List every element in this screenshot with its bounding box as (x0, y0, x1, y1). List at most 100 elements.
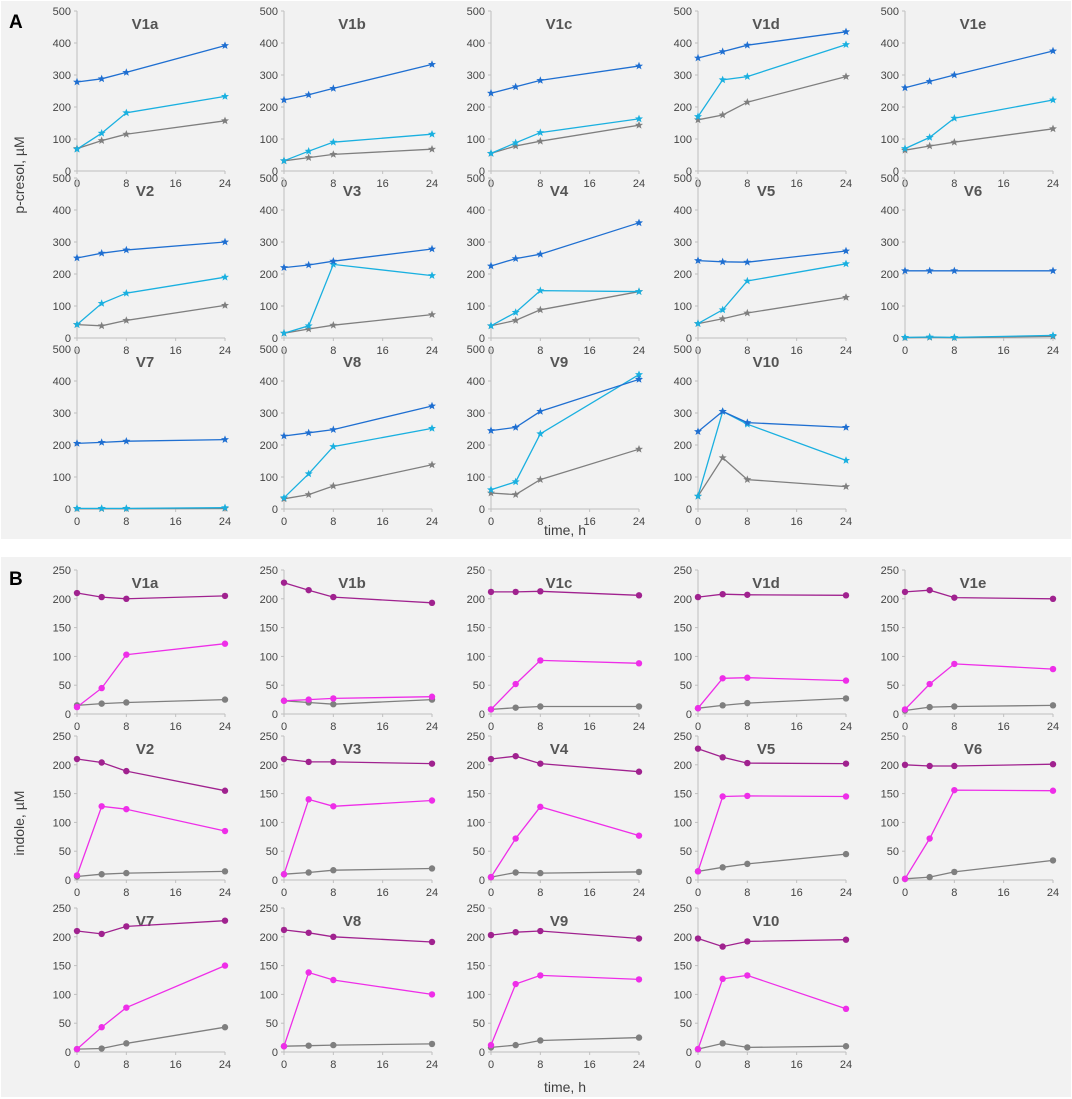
data-point (304, 147, 313, 155)
data-point (719, 1040, 726, 1047)
y-tick-label: 250 (260, 731, 278, 743)
x-tick-label: 16 (170, 721, 182, 733)
data-point (329, 481, 338, 490)
x-tick-label: 24 (840, 178, 852, 190)
data-point (950, 266, 959, 275)
data-point (635, 370, 643, 378)
data-point (694, 53, 702, 62)
series-line (904, 589, 1054, 600)
x-tick-label: 24 (1047, 721, 1059, 733)
data-point (98, 871, 105, 878)
data-point (694, 319, 702, 327)
subplot-title: V2 (136, 183, 154, 200)
data-point (842, 27, 850, 36)
y-tick-label: 0 (893, 166, 899, 178)
data-point (428, 693, 436, 700)
data-point (925, 77, 934, 85)
data-point (221, 237, 229, 246)
y-tick-label: 250 (260, 565, 278, 577)
y-tick-label: 50 (473, 1018, 485, 1030)
subplot-v5: 0 50 100 150 200 250 0 8 16 24 V5 (674, 731, 852, 899)
subplot-v10: 0 100 200 300 400 500 0 8 16 24 V10 (674, 344, 852, 528)
series-line (697, 853, 847, 873)
x-tick-label: 0 (902, 721, 908, 733)
data-point (123, 1004, 130, 1011)
subplot-title: V1c (546, 16, 573, 33)
data-point (487, 755, 495, 763)
data-point (511, 308, 520, 316)
y-tick-label: 500 (260, 344, 278, 356)
data-point (842, 760, 850, 767)
subplot-title: V10 (753, 913, 780, 930)
data-point (536, 250, 545, 258)
x-tick-label: 0 (902, 345, 908, 357)
y-tick-label: 100 (881, 817, 899, 829)
data-point (511, 477, 520, 486)
x-tick-label: 16 (170, 887, 182, 899)
data-point (926, 835, 933, 842)
series-line (283, 696, 433, 702)
data-point (305, 586, 312, 594)
data-point (901, 588, 909, 596)
data-point (428, 797, 436, 804)
y-tick-label: 250 (467, 565, 485, 577)
data-point (428, 244, 436, 253)
data-point (718, 257, 727, 266)
series-line (76, 643, 226, 708)
y-axis-label: p-cresol, µM (11, 136, 27, 213)
subplot-title: V4 (550, 741, 569, 758)
data-point (73, 253, 81, 262)
series-line (283, 464, 433, 500)
series-line (490, 374, 640, 491)
series-line (283, 313, 433, 334)
data-point (428, 865, 436, 872)
subplot-v1b: 0 50 100 150 200 250 0 8 16 24 V1b (260, 565, 438, 733)
y-tick-label: 200 (260, 760, 278, 772)
y-tick-label: 400 (881, 205, 899, 217)
y-tick-label: 400 (881, 38, 899, 50)
panel-background (1, 557, 1071, 1097)
data-point (512, 1041, 519, 1049)
x-tick-label: 16 (791, 345, 803, 357)
data-point (221, 503, 229, 512)
data-point (950, 333, 959, 341)
data-point (635, 935, 643, 942)
x-tick-label: 0 (281, 721, 287, 733)
data-point (221, 301, 229, 309)
y-tick-label: 50 (887, 680, 899, 692)
x-tick-label: 24 (840, 721, 852, 733)
data-point (842, 793, 850, 800)
y-tick-label: 200 (260, 269, 278, 281)
y-tick-label: 500 (881, 6, 899, 18)
x-tick-label: 16 (584, 887, 596, 899)
data-point (537, 760, 544, 767)
y-tick-label: 50 (473, 680, 485, 692)
data-point (73, 872, 81, 879)
y-tick-label: 200 (260, 594, 278, 606)
subplot-v6: 0 100 200 300 400 500 0 8 16 24 V6 (881, 173, 1059, 357)
series-line (76, 805, 226, 876)
data-point (1049, 95, 1057, 104)
series-line (283, 427, 433, 499)
x-tick-label: 24 (426, 178, 438, 190)
data-point (536, 286, 545, 294)
data-point (719, 943, 726, 950)
x-tick-label: 8 (123, 516, 129, 528)
x-tick-label: 24 (633, 516, 645, 528)
series-line (76, 438, 226, 445)
subplot-v1a: 0100200300400500081624V1a (53, 6, 231, 190)
y-tick-label: 100 (674, 989, 692, 1001)
subplot-title: V1e (960, 575, 987, 592)
data-point (305, 696, 312, 703)
y-tick-label: 50 (473, 846, 485, 858)
data-point (122, 68, 131, 76)
data-point (487, 488, 495, 497)
x-tick-label: 8 (744, 721, 750, 733)
series-line (904, 859, 1054, 880)
y-tick-label: 100 (53, 651, 71, 663)
data-point (512, 588, 519, 596)
y-tick-label: 200 (467, 760, 485, 772)
data-point (221, 962, 229, 969)
x-tick-label: 0 (281, 1059, 287, 1071)
data-point (951, 762, 958, 770)
